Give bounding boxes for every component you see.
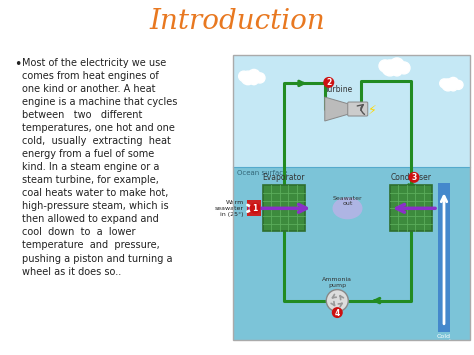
Text: Cold
seawater
in (5°): Cold seawater in (5°) <box>429 334 458 350</box>
Circle shape <box>448 77 458 88</box>
Circle shape <box>392 66 402 76</box>
Text: ⚡: ⚡ <box>368 104 377 116</box>
Circle shape <box>241 71 255 85</box>
FancyBboxPatch shape <box>390 185 432 231</box>
FancyBboxPatch shape <box>247 200 261 216</box>
FancyBboxPatch shape <box>348 102 368 116</box>
Circle shape <box>323 77 334 88</box>
Circle shape <box>442 79 454 91</box>
FancyBboxPatch shape <box>233 55 470 167</box>
Ellipse shape <box>332 197 363 219</box>
Circle shape <box>454 80 463 89</box>
Circle shape <box>390 58 404 72</box>
Circle shape <box>382 60 398 76</box>
FancyBboxPatch shape <box>263 185 305 231</box>
Circle shape <box>398 62 410 74</box>
Text: Ammonia
pump: Ammonia pump <box>322 277 352 288</box>
Text: 1: 1 <box>252 204 258 213</box>
Text: 3: 3 <box>411 173 417 182</box>
FancyBboxPatch shape <box>233 167 470 340</box>
Text: Condenser: Condenser <box>391 173 431 182</box>
Circle shape <box>248 70 260 81</box>
Circle shape <box>255 73 265 83</box>
Circle shape <box>449 83 457 91</box>
FancyBboxPatch shape <box>438 183 450 332</box>
Text: •: • <box>14 58 21 71</box>
Circle shape <box>249 203 261 214</box>
Text: 4: 4 <box>335 308 340 318</box>
Circle shape <box>332 307 343 318</box>
Circle shape <box>326 290 348 312</box>
Text: Most of the electricity we use
comes from heat engines of
one kind or another. A: Most of the electricity we use comes fro… <box>22 58 177 277</box>
Circle shape <box>440 79 449 88</box>
Polygon shape <box>325 97 349 121</box>
Circle shape <box>409 172 419 183</box>
Text: Seawater
out: Seawater out <box>333 196 362 206</box>
Text: Ocean surface: Ocean surface <box>237 170 287 176</box>
Text: 2: 2 <box>326 78 331 87</box>
Circle shape <box>250 76 258 85</box>
Circle shape <box>379 60 391 72</box>
Text: Turbine: Turbine <box>325 85 353 94</box>
Text: Introduction: Introduction <box>149 9 325 36</box>
Circle shape <box>238 71 249 81</box>
Text: Warm
seawater
in (25°): Warm seawater in (25°) <box>215 200 244 217</box>
Text: Evaporator: Evaporator <box>263 173 305 182</box>
